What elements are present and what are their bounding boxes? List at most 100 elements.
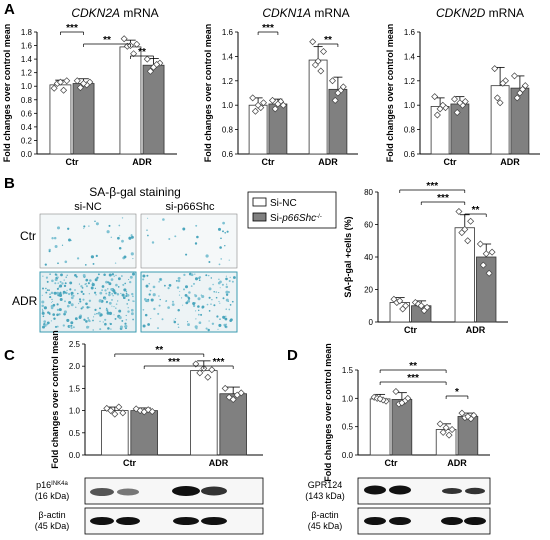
data-point bbox=[271, 105, 279, 113]
stain-dot bbox=[80, 290, 84, 294]
stain-dot bbox=[93, 316, 95, 318]
bar bbox=[49, 84, 72, 155]
bar bbox=[430, 106, 450, 155]
x-category-label: ADR bbox=[318, 157, 338, 167]
stain-dot bbox=[56, 276, 59, 279]
stain-dot bbox=[200, 313, 203, 316]
stain-dot bbox=[68, 325, 71, 328]
stain-dot bbox=[75, 306, 77, 308]
significance-label: *** bbox=[213, 357, 225, 368]
stain-dot bbox=[123, 288, 127, 292]
stain-dot bbox=[112, 295, 114, 297]
blot-d-band bbox=[364, 485, 386, 495]
data-point bbox=[196, 369, 204, 377]
stain-dot bbox=[56, 291, 60, 295]
stain-dot bbox=[130, 312, 134, 316]
stain-dot bbox=[56, 325, 59, 328]
stain-dot bbox=[106, 230, 110, 234]
significance-label: *** bbox=[168, 357, 180, 368]
stain-dot bbox=[171, 303, 175, 306]
stain-dot bbox=[99, 328, 102, 331]
bar bbox=[190, 370, 218, 456]
stain-dot bbox=[105, 300, 109, 303]
stain-dot bbox=[42, 287, 44, 290]
stain-dot bbox=[194, 294, 198, 298]
stain-dot bbox=[126, 294, 130, 297]
stain-dot bbox=[50, 306, 54, 310]
stain-dot bbox=[187, 299, 191, 303]
stain-dot bbox=[105, 280, 108, 284]
stain-dot bbox=[66, 274, 68, 276]
stain-dot bbox=[130, 252, 134, 256]
stain-dot bbox=[124, 322, 127, 325]
stain-dot bbox=[167, 306, 170, 309]
stain-dot bbox=[58, 308, 62, 312]
stain-dot bbox=[165, 300, 167, 303]
stain-dot bbox=[59, 298, 63, 301]
data-point bbox=[464, 412, 472, 420]
data-point bbox=[445, 431, 453, 439]
stain-dot bbox=[56, 313, 59, 317]
stain-dot bbox=[130, 235, 134, 239]
y-axis-label: Fold changes over control mean bbox=[203, 24, 213, 163]
stain-dot bbox=[85, 283, 87, 285]
stain-dot bbox=[67, 227, 70, 230]
stain-dot bbox=[224, 317, 228, 321]
y-tick-label: 1.0 bbox=[404, 101, 416, 110]
stain-dot bbox=[117, 236, 120, 240]
stain-dot bbox=[226, 230, 229, 233]
stain-dot bbox=[63, 284, 67, 288]
stain-dot bbox=[101, 289, 103, 292]
stain-dot bbox=[118, 316, 122, 320]
stain-dot bbox=[56, 308, 60, 311]
stain-dot bbox=[41, 294, 43, 296]
stain-dot bbox=[85, 278, 89, 282]
y-tick-label: 0.0 bbox=[69, 451, 81, 460]
data-point bbox=[192, 360, 200, 368]
stain-dot bbox=[83, 225, 86, 228]
stain-dot bbox=[201, 294, 205, 299]
stain-dot bbox=[187, 323, 190, 327]
y-tick-label: 0.8 bbox=[404, 126, 416, 135]
stain-dot bbox=[72, 326, 75, 329]
stain-dot bbox=[183, 273, 186, 277]
x-category-label: ADR bbox=[500, 157, 520, 167]
stain-dot bbox=[198, 321, 202, 325]
significance-label: *** bbox=[262, 23, 274, 34]
stain-dot bbox=[132, 272, 135, 276]
significance-label: ** bbox=[155, 345, 163, 356]
stain-dot bbox=[115, 307, 117, 309]
stain-dot bbox=[70, 327, 73, 329]
stain-dot bbox=[104, 318, 107, 321]
stain-dot bbox=[218, 278, 220, 281]
stain-dot bbox=[71, 294, 73, 297]
stain-dot bbox=[198, 279, 201, 282]
stain-dot bbox=[63, 310, 67, 314]
stain-dot bbox=[218, 323, 222, 327]
data-point bbox=[513, 94, 521, 102]
stain-dot bbox=[213, 304, 216, 307]
blot-d-row1-kda: (143 kDa) bbox=[305, 491, 345, 501]
stain-dot bbox=[178, 277, 181, 280]
stain-dot bbox=[45, 287, 47, 290]
stain-dot bbox=[54, 282, 57, 285]
stain-dot bbox=[217, 328, 219, 330]
y-tick-label: 1.6 bbox=[404, 28, 416, 37]
data-point bbox=[274, 100, 282, 108]
stain-dot bbox=[147, 234, 149, 237]
stain-dot bbox=[80, 285, 83, 288]
stain-dot bbox=[53, 291, 57, 295]
stain-dot bbox=[56, 277, 58, 280]
stain-dot bbox=[97, 311, 101, 315]
data-point bbox=[204, 373, 212, 381]
stain-dot bbox=[117, 277, 121, 281]
stain-dot bbox=[89, 279, 92, 282]
legend-swatch-sinc bbox=[252, 197, 267, 207]
stain-dot bbox=[194, 277, 199, 281]
stain-dot bbox=[120, 292, 122, 294]
x-category-label: Ctr bbox=[444, 157, 457, 167]
stain-dot bbox=[176, 286, 180, 289]
data-point bbox=[448, 426, 456, 433]
micrograph-adr-sip66 bbox=[140, 271, 238, 333]
data-point bbox=[130, 50, 138, 58]
